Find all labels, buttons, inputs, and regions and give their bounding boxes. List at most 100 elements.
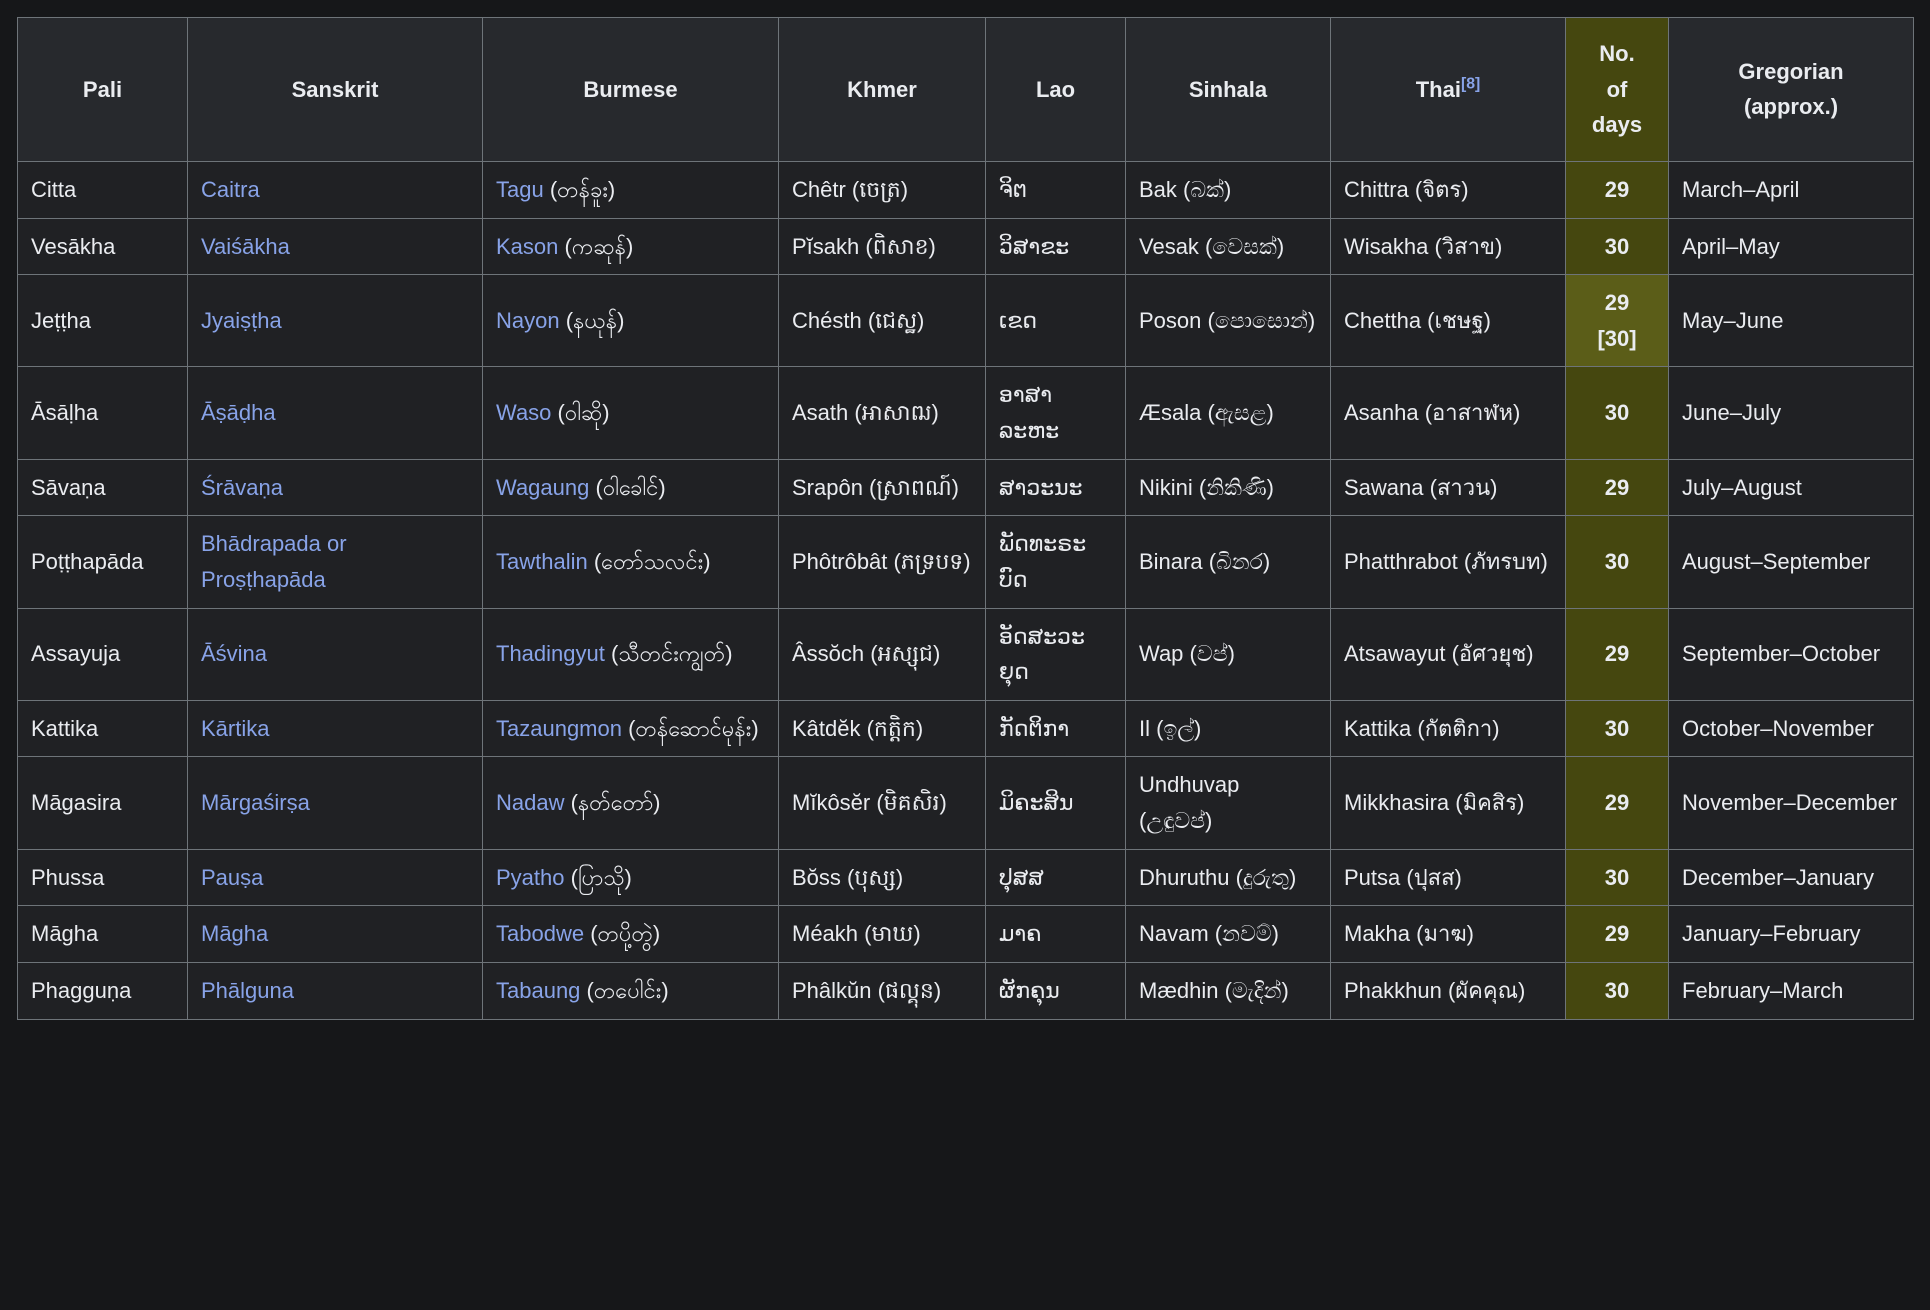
sanskrit-link[interactable]: Āśvina [201, 641, 268, 667]
sanskrit-cell: Śrāvaṇa [187, 458, 483, 517]
lao-cell: ສາວະນະ [985, 458, 1126, 517]
sanskrit-link[interactable]: Phālguna [201, 977, 294, 1003]
burmese-cell: Tagu (တန်ခူး) [482, 160, 779, 219]
table-row: Poṭṭhapāda Bhādrapada or Proṣṭhapāda Taw… [17, 515, 1914, 609]
burmese-link[interactable]: Tawthalin [496, 549, 588, 575]
table-row: Vesākha Vaiśākha Kason (ကဆုန်) Pĭsakh (ព… [17, 217, 1914, 276]
sanskrit-cell: Caitra [187, 160, 483, 219]
burmese-native-text: (ကဆုန်) [558, 233, 634, 259]
sanskrit-link[interactable]: Mārgaśirṣa [201, 790, 310, 816]
burmese-cell: Pyatho (ပြာသို) [482, 848, 779, 907]
days-cell: 30 [1565, 217, 1669, 276]
burmese-cell: Nayon (နယုန်) [482, 274, 779, 368]
days-cell: 29 [1565, 905, 1669, 963]
pali-cell: Sāvaṇa [17, 458, 188, 517]
gregorian-cell: October–November [1668, 699, 1914, 758]
burmese-link[interactable]: Tabaung [496, 977, 581, 1003]
gregorian-cell: May–June [1668, 274, 1914, 368]
pali-cell: Citta [17, 160, 188, 219]
burmese-link[interactable]: Wagaung [496, 474, 590, 500]
header-thai: Thai[8] [1330, 17, 1566, 162]
pali-cell: Assayuja [17, 607, 188, 701]
thai-cell: Phatthrabot (ภัทรบท) [1330, 515, 1566, 609]
sanskrit-link[interactable]: Śrāvaṇa [201, 474, 283, 500]
burmese-native-text: (ဝါဆို) [551, 400, 610, 426]
thai-reference-link[interactable]: [8] [1460, 75, 1481, 93]
sanskrit-link[interactable]: Māgha [201, 921, 269, 947]
burmese-link[interactable]: Tazaungmon [496, 715, 622, 741]
sanskrit-link[interactable]: Bhādrapada or Proṣṭhapāda [201, 531, 347, 592]
burmese-cell: Tabaung (တပေါင်း) [482, 961, 779, 1020]
sinhala-cell: Navam (නවම්) [1125, 905, 1331, 963]
gregorian-cell: February–March [1668, 961, 1914, 1020]
lao-cell: ຜັກຄຸນ [985, 961, 1126, 1020]
burmese-cell: Waso (ဝါဆို) [482, 366, 779, 460]
header-thai-label: Thai [1415, 76, 1461, 102]
lao-cell: ອາສາລະຫະ [985, 366, 1126, 460]
sinhala-cell: Æsala (ඇසළ) [1125, 366, 1331, 460]
header-khmer: Khmer [778, 17, 986, 162]
gregorian-cell: June–July [1668, 366, 1914, 460]
sanskrit-cell: Āṣāḍha [187, 366, 483, 460]
sanskrit-link[interactable]: Caitra [201, 176, 260, 202]
khmer-cell: Asath (អាសាឍ) [778, 366, 986, 460]
burmese-link[interactable]: Thadingyut [496, 641, 605, 667]
burmese-native-text: (နယုန်) [559, 307, 625, 333]
sanskrit-link[interactable]: Pauṣa [201, 864, 264, 890]
khmer-cell: Phôtrôbât (ភទ្របទ) [778, 515, 986, 609]
lao-cell: ກັດຕິກາ [985, 699, 1126, 758]
sinhala-cell: Bak (බක්) [1125, 160, 1331, 219]
table-row: Māgha Māgha Tabodwe (တပို့တွဲ) Méakh (មា… [17, 905, 1914, 963]
burmese-link[interactable]: Tabodwe [496, 921, 585, 947]
lao-cell: ເຂດ [985, 274, 1126, 368]
lao-cell: ປຸສສ [985, 848, 1126, 907]
sanskrit-link[interactable]: Vaiśākha [201, 233, 290, 259]
days-cell: 29 [1565, 160, 1669, 219]
sinhala-cell: Il (ඉල්) [1125, 699, 1331, 758]
sinhala-cell: Nikini (නිකිණි) [1125, 458, 1331, 517]
burmese-link[interactable]: Kason [496, 233, 559, 259]
burmese-link[interactable]: Tagu [496, 176, 544, 202]
burmese-native-text: (နတ်တော်) [564, 790, 661, 816]
sanskrit-cell: Kārtika [187, 699, 483, 758]
khmer-cell: Chêtr (ចេត្រ) [778, 160, 986, 219]
burmese-cell: Nadaw (နတ်တော်) [482, 756, 779, 850]
lao-cell: ມິຄະສິນ [985, 756, 1126, 850]
thai-reference-sup: [8] [1461, 75, 1480, 92]
sinhala-cell: Dhuruthu (දුරුතු) [1125, 848, 1331, 907]
burmese-native-text: (တပို့တွဲ) [584, 921, 661, 947]
sanskrit-link[interactable]: Jyaiṣṭha [201, 307, 282, 333]
days-cell: 29 [1565, 458, 1669, 517]
sanskrit-link[interactable]: Āṣāḍha [201, 400, 276, 426]
sanskrit-cell: Bhādrapada or Proṣṭhapāda [187, 515, 483, 609]
gregorian-cell: July–August [1668, 458, 1914, 517]
burmese-native-text: (ပြာသို) [564, 864, 632, 890]
burmese-link[interactable]: Waso [496, 400, 552, 426]
thai-cell: Sawana (สาวน) [1330, 458, 1566, 517]
days-cell: 30 [1565, 366, 1669, 460]
pali-cell: Kattika [17, 699, 188, 758]
days-cell: 29 [1565, 756, 1669, 850]
pali-cell: Jeṭṭha [17, 274, 188, 368]
burmese-link[interactable]: Nadaw [496, 790, 565, 816]
gregorian-cell: November–December [1668, 756, 1914, 850]
thai-cell: Mikkhasira (มิคสิร) [1330, 756, 1566, 850]
gregorian-cell: September–October [1668, 607, 1914, 701]
table-row: Phagguṇa Phālguna Tabaung (တပေါင်း) Phâl… [17, 961, 1914, 1020]
pali-cell: Āsāḷha [17, 366, 188, 460]
burmese-native-text: (တပေါင်း) [580, 977, 669, 1003]
header-days: No. of days [1565, 17, 1669, 162]
table-row: Āsāḷha Āṣāḍha Waso (ဝါဆို) Asath (អាសាឍ)… [17, 366, 1914, 460]
burmese-link[interactable]: Pyatho [496, 864, 565, 890]
lao-cell: ວິສາຂະ [985, 217, 1126, 276]
days-cell: 30 [1565, 961, 1669, 1020]
khmer-cell: Pĭsakh (ពិសាខ) [778, 217, 986, 276]
table-row: Kattika Kārtika Tazaungmon (တန်ဆောင်မုန်… [17, 699, 1914, 758]
khmer-cell: Mĭkôsĕr (មិគសិរ) [778, 756, 986, 850]
sanskrit-link[interactable]: Kārtika [201, 715, 270, 741]
days-cell: 30 [1565, 848, 1669, 907]
sinhala-cell: Vesak (වෙසක්) [1125, 217, 1331, 276]
thai-cell: Asanha (อาสาฬห) [1330, 366, 1566, 460]
burmese-cell: Tabodwe (တပို့တွဲ) [482, 905, 779, 963]
burmese-link[interactable]: Nayon [496, 307, 560, 333]
